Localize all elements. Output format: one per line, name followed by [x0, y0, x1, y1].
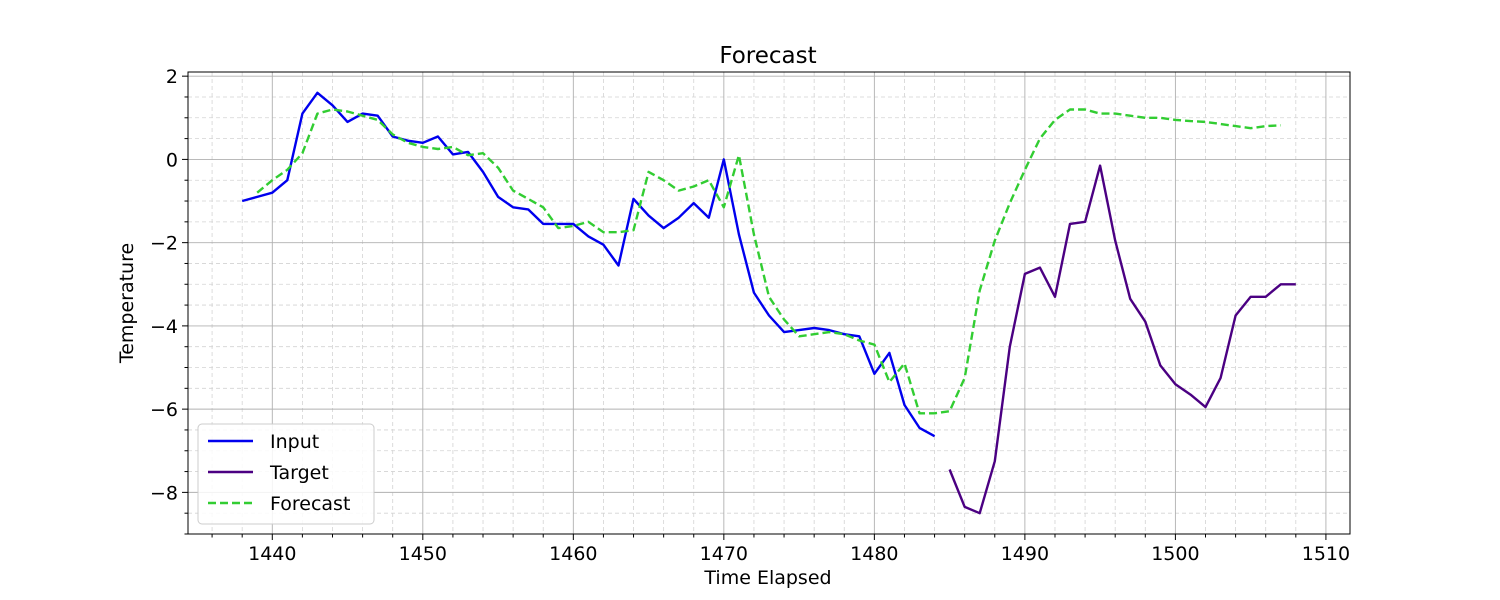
x-axis-label: Time Elapsed — [703, 567, 831, 589]
y-axis-label: Temperature — [116, 243, 138, 364]
series-line-forecast — [256, 108, 1281, 415]
series-layer — [241, 91, 1296, 515]
series-line-input — [241, 91, 936, 438]
x-axis-ticks: 1440 1450 1460 1470 1480 1490 1500 1510 — [211, 534, 1350, 565]
x-tick-label: 1510 — [1302, 543, 1350, 565]
x-tick-label: 1460 — [549, 543, 597, 565]
x-tick-label: 1440 — [248, 543, 296, 565]
legend-box — [197, 423, 375, 525]
legend: Input Target Forecast — [197, 423, 375, 525]
y-tick-label: −4 — [150, 316, 178, 338]
y-tick-label: 0 — [166, 149, 178, 171]
x-tick-label: 1500 — [1151, 543, 1199, 565]
major-gridlines — [188, 72, 1350, 534]
series-line-target — [948, 164, 1296, 515]
y-tick-label: −8 — [150, 482, 178, 504]
chart-title: Forecast — [719, 43, 816, 69]
y-axis-ticks: −8 −6 −4 −2 0 2 — [150, 66, 188, 535]
x-tick-label: 1490 — [1001, 543, 1049, 565]
y-tick-label: 2 — [166, 66, 178, 88]
y-tick-label: −2 — [150, 233, 178, 255]
x-tick-label: 1480 — [850, 543, 898, 565]
legend-label-forecast: Forecast — [270, 493, 350, 515]
legend-label-input: Input — [270, 431, 319, 453]
x-tick-label: 1470 — [700, 543, 748, 565]
y-tick-label: −6 — [150, 399, 178, 421]
x-tick-label: 1450 — [399, 543, 447, 565]
legend-label-target: Target — [269, 462, 329, 484]
minor-gridlines — [188, 72, 1350, 535]
plot-frame — [187, 71, 1351, 535]
